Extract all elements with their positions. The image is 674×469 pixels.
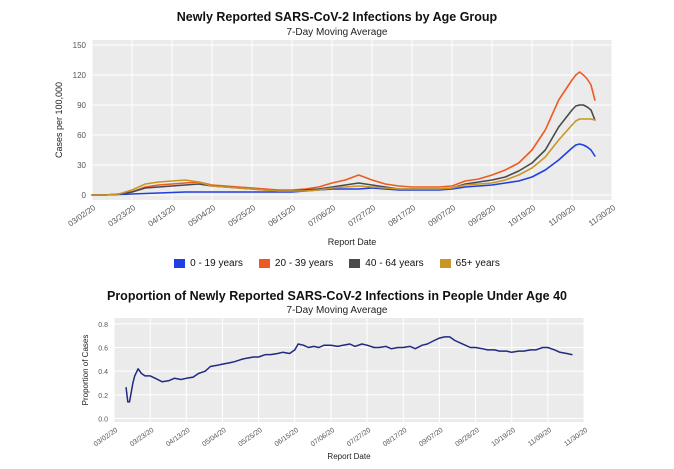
x-axis-label: Report Date <box>327 452 371 461</box>
x-tick-label: 09/28/20 <box>454 427 480 448</box>
x-tick-label: 11/30/20 <box>563 427 589 448</box>
legend-item: 0 - 19 years <box>174 258 243 269</box>
y-tick-label: 0.2 <box>98 393 108 400</box>
y-tick-label: 120 <box>73 71 87 80</box>
x-axis-label: Report Date <box>328 237 377 247</box>
chart2-title: Proportion of Newly Reported SARS-CoV-2 … <box>106 289 567 303</box>
legend-item: 40 - 64 years <box>349 258 424 269</box>
y-axis-label: Proportion of Cases <box>81 335 90 406</box>
legend-label: 20 - 39 years <box>274 258 334 269</box>
x-tick-label: 07/27/20 <box>346 427 372 448</box>
x-tick-label: 08/17/20 <box>382 427 408 448</box>
x-tick-label: 10/19/20 <box>491 427 517 448</box>
x-tick-label: 05/04/20 <box>201 427 227 448</box>
legend-swatch-65plus <box>439 259 451 268</box>
y-tick-label: 0.6 <box>98 346 108 353</box>
legend-label: 65+ years <box>455 258 500 269</box>
legend-label: 0 - 19 years <box>190 258 243 269</box>
y-tick-label: 0.8 <box>98 322 108 329</box>
y-axis-label: Cases per 100,000 <box>54 82 64 158</box>
x-tick-label: 03/23/20 <box>129 427 155 448</box>
x-tick-label: 04/13/20 <box>165 427 191 448</box>
x-tick-label: 09/07/20 <box>418 427 444 448</box>
y-tick-label: 30 <box>77 161 86 170</box>
chart1-subtitle: 7-Day Moving Average <box>286 27 388 38</box>
legend-item: 20 - 39 years <box>258 258 334 269</box>
x-tick-label: 03/02/20 <box>93 427 119 448</box>
y-tick-label: 0.0 <box>98 416 108 423</box>
y-tick-label: 150 <box>73 41 87 50</box>
legend-swatch-40-64 <box>349 259 361 268</box>
legend-item: 65+ years <box>439 258 500 269</box>
y-tick-label: 0.4 <box>98 369 108 376</box>
chart1-legend: 0 - 19 years 20 - 39 years 40 - 64 years… <box>0 258 674 269</box>
series-line-0 <box>125 336 573 403</box>
legend-label: 40 - 64 years <box>365 258 424 269</box>
x-tick-label: 11/09/20 <box>527 427 553 448</box>
y-tick-label: 60 <box>77 131 86 140</box>
y-tick-label: 90 <box>77 101 86 110</box>
series-line-3 <box>91 118 596 196</box>
series-line-0 <box>91 143 596 196</box>
x-tick-label: 05/25/20 <box>237 427 263 448</box>
legend-swatch-20-39 <box>258 259 270 268</box>
legend-swatch-0-19 <box>174 259 186 268</box>
series-line-1 <box>91 71 596 196</box>
chart1-title: Newly Reported SARS-CoV-2 Infections by … <box>176 10 498 24</box>
x-tick-label: 07/06/20 <box>310 427 336 448</box>
series-line-2 <box>91 104 596 196</box>
chart2-subtitle: 7-Day Moving Average <box>286 305 388 316</box>
plot-background <box>92 40 612 200</box>
plot-background <box>114 318 584 422</box>
y-tick-label: 0 <box>82 191 87 200</box>
x-tick-label: 06/15/20 <box>274 427 300 448</box>
